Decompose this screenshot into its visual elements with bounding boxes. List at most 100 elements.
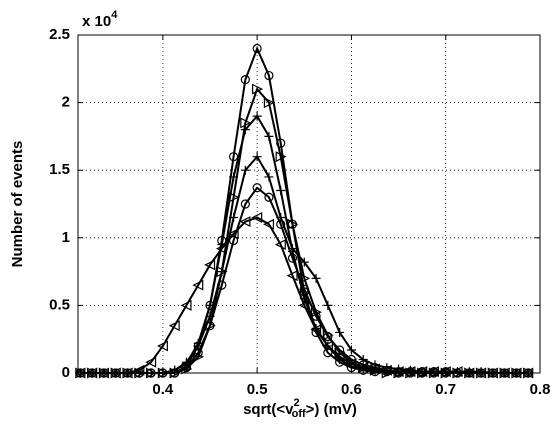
marker bbox=[299, 294, 309, 304]
marker bbox=[99, 368, 109, 378]
x-label-sub: off bbox=[292, 408, 306, 420]
marker bbox=[252, 43, 262, 54]
marker bbox=[252, 152, 262, 162]
marker bbox=[264, 131, 274, 141]
marker bbox=[170, 365, 180, 375]
marker bbox=[441, 368, 451, 378]
x-label-sup: 2 bbox=[294, 397, 300, 409]
marker bbox=[240, 75, 250, 85]
marker bbox=[111, 368, 121, 378]
marker bbox=[180, 299, 192, 311]
marker bbox=[263, 218, 275, 230]
marker bbox=[286, 270, 298, 282]
marker bbox=[204, 259, 216, 271]
x-tick-label: 0.6 bbox=[341, 381, 362, 398]
x-tick-label: 0.8 bbox=[530, 381, 551, 398]
marker bbox=[251, 212, 263, 223]
marker bbox=[205, 321, 215, 331]
marker bbox=[240, 199, 250, 209]
marker bbox=[417, 368, 427, 378]
marker bbox=[228, 235, 239, 246]
marker bbox=[500, 368, 510, 378]
marker bbox=[323, 341, 333, 351]
marker bbox=[193, 351, 205, 363]
y-tick-label: 2 bbox=[62, 94, 70, 111]
marker bbox=[323, 300, 333, 310]
marker bbox=[229, 213, 239, 223]
x-tick-label: 0.5 bbox=[247, 381, 268, 398]
marker bbox=[476, 368, 486, 378]
x-label-part: >) (mV) bbox=[306, 401, 357, 418]
y-tick-label: 2.5 bbox=[49, 26, 70, 43]
plot-frame bbox=[77, 34, 541, 374]
marker bbox=[358, 354, 368, 364]
marker bbox=[405, 367, 415, 377]
y-tick-label: 1 bbox=[62, 229, 70, 246]
marker bbox=[311, 323, 321, 333]
marker bbox=[205, 300, 215, 310]
marker bbox=[228, 152, 239, 162]
marker bbox=[75, 368, 85, 378]
marker bbox=[370, 367, 380, 377]
marker bbox=[217, 280, 227, 290]
y-multiplier-exp: 4 bbox=[111, 9, 118, 21]
marker bbox=[275, 151, 287, 163]
marker bbox=[158, 368, 168, 378]
x-tick-label: 0.7 bbox=[435, 381, 456, 398]
marker bbox=[217, 240, 227, 250]
marker bbox=[264, 70, 274, 81]
marker bbox=[358, 364, 368, 374]
marker bbox=[394, 367, 404, 377]
marker bbox=[276, 219, 286, 229]
y-multiplier-base: x 10 bbox=[82, 13, 111, 30]
marker bbox=[252, 183, 262, 193]
x-axis-label: sqrt(<v2 off>) (mV) bbox=[243, 397, 357, 420]
marker bbox=[335, 354, 345, 364]
marker bbox=[181, 359, 191, 369]
y-axis-label: Number of events bbox=[9, 141, 26, 268]
x-tick-label: 0.4 bbox=[152, 381, 174, 398]
marker bbox=[240, 165, 250, 175]
marker bbox=[511, 368, 521, 378]
marker bbox=[288, 246, 297, 256]
marker bbox=[157, 340, 168, 352]
marker bbox=[168, 320, 180, 332]
marker bbox=[488, 368, 498, 378]
marker bbox=[346, 345, 356, 355]
marker bbox=[123, 368, 132, 378]
marker bbox=[276, 138, 286, 148]
marker bbox=[299, 257, 309, 267]
marker bbox=[335, 327, 345, 337]
marker bbox=[240, 117, 252, 129]
marker bbox=[264, 192, 274, 202]
marker bbox=[263, 97, 275, 109]
marker bbox=[429, 368, 439, 378]
marker bbox=[464, 368, 474, 378]
marker bbox=[453, 368, 462, 378]
marker bbox=[264, 172, 274, 182]
y-tick-label: 1.5 bbox=[49, 161, 70, 178]
marker bbox=[274, 239, 286, 251]
marker bbox=[229, 172, 239, 182]
marker bbox=[252, 111, 262, 121]
y-tick-label: 0 bbox=[62, 364, 70, 381]
marker bbox=[523, 368, 533, 378]
y-tick-label: 0.5 bbox=[49, 296, 70, 313]
marker bbox=[299, 284, 309, 294]
marker bbox=[239, 216, 251, 228]
y-multiplier: x 104 bbox=[82, 9, 118, 30]
marker bbox=[311, 273, 321, 283]
marker bbox=[346, 361, 356, 371]
marker bbox=[335, 345, 345, 355]
marker bbox=[87, 368, 97, 378]
marker bbox=[298, 299, 310, 311]
marker bbox=[192, 279, 204, 291]
marker bbox=[145, 356, 157, 368]
marker bbox=[240, 125, 250, 135]
marker bbox=[193, 348, 203, 358]
marker bbox=[193, 338, 203, 348]
marker bbox=[276, 185, 286, 195]
x-label-part: sqrt(<v bbox=[243, 401, 294, 418]
